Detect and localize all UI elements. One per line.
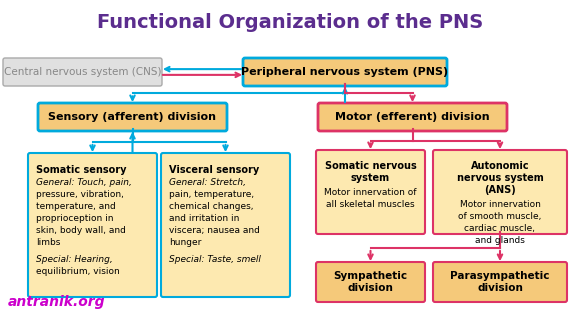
Text: General: Stretch,: General: Stretch, xyxy=(169,178,246,187)
Text: (ANS): (ANS) xyxy=(484,185,516,195)
Text: Motor innervation: Motor innervation xyxy=(459,200,541,209)
Text: and irritation in: and irritation in xyxy=(169,214,240,223)
Text: antranik.org: antranik.org xyxy=(8,295,106,309)
Text: limbs: limbs xyxy=(36,238,60,247)
Text: nervous system: nervous system xyxy=(456,173,543,183)
Text: and glands: and glands xyxy=(475,236,525,245)
Text: cardiac muscle,: cardiac muscle, xyxy=(465,224,535,233)
Text: viscera; nausea and: viscera; nausea and xyxy=(169,226,260,235)
Text: pain, temperature,: pain, temperature, xyxy=(169,190,254,199)
Text: Parasympathetic
division: Parasympathetic division xyxy=(450,271,550,293)
Text: Special: Hearing,: Special: Hearing, xyxy=(36,255,113,264)
Text: Somatic sensory: Somatic sensory xyxy=(36,165,126,175)
Text: skin, body wall, and: skin, body wall, and xyxy=(36,226,126,235)
FancyBboxPatch shape xyxy=(161,153,290,297)
Text: hunger: hunger xyxy=(169,238,201,247)
Text: system: system xyxy=(351,173,390,183)
FancyBboxPatch shape xyxy=(3,58,162,86)
Text: Autonomic: Autonomic xyxy=(471,161,530,171)
FancyBboxPatch shape xyxy=(433,150,567,234)
Text: Motor innervation of: Motor innervation of xyxy=(324,188,417,197)
FancyBboxPatch shape xyxy=(316,150,425,234)
Text: Somatic nervous: Somatic nervous xyxy=(325,161,416,171)
Text: temperature, and: temperature, and xyxy=(36,202,116,211)
Text: Visceral sensory: Visceral sensory xyxy=(169,165,259,175)
FancyBboxPatch shape xyxy=(28,153,157,297)
Text: Sensory (afferent) division: Sensory (afferent) division xyxy=(49,112,216,122)
Text: of smooth muscle,: of smooth muscle, xyxy=(458,212,542,221)
Text: pressure, vibration,: pressure, vibration, xyxy=(36,190,124,199)
Text: Peripheral nervous system (PNS): Peripheral nervous system (PNS) xyxy=(241,67,448,77)
Text: Sympathetic
division: Sympathetic division xyxy=(334,271,408,293)
Text: all skeletal muscles: all skeletal muscles xyxy=(326,200,415,209)
FancyBboxPatch shape xyxy=(433,262,567,302)
Text: equilibrium, vision: equilibrium, vision xyxy=(36,267,119,276)
Text: proprioception in: proprioception in xyxy=(36,214,114,223)
Text: chemical changes,: chemical changes, xyxy=(169,202,253,211)
Text: Functional Organization of the PNS: Functional Organization of the PNS xyxy=(97,13,483,31)
FancyBboxPatch shape xyxy=(243,58,447,86)
FancyBboxPatch shape xyxy=(38,103,227,131)
Text: General: Touch, pain,: General: Touch, pain, xyxy=(36,178,132,187)
FancyBboxPatch shape xyxy=(316,262,425,302)
Text: Motor (efferent) division: Motor (efferent) division xyxy=(335,112,490,122)
Text: Special: Taste, smell: Special: Taste, smell xyxy=(169,255,261,264)
Text: Central nervous system (CNS): Central nervous system (CNS) xyxy=(3,67,161,77)
FancyBboxPatch shape xyxy=(318,103,507,131)
